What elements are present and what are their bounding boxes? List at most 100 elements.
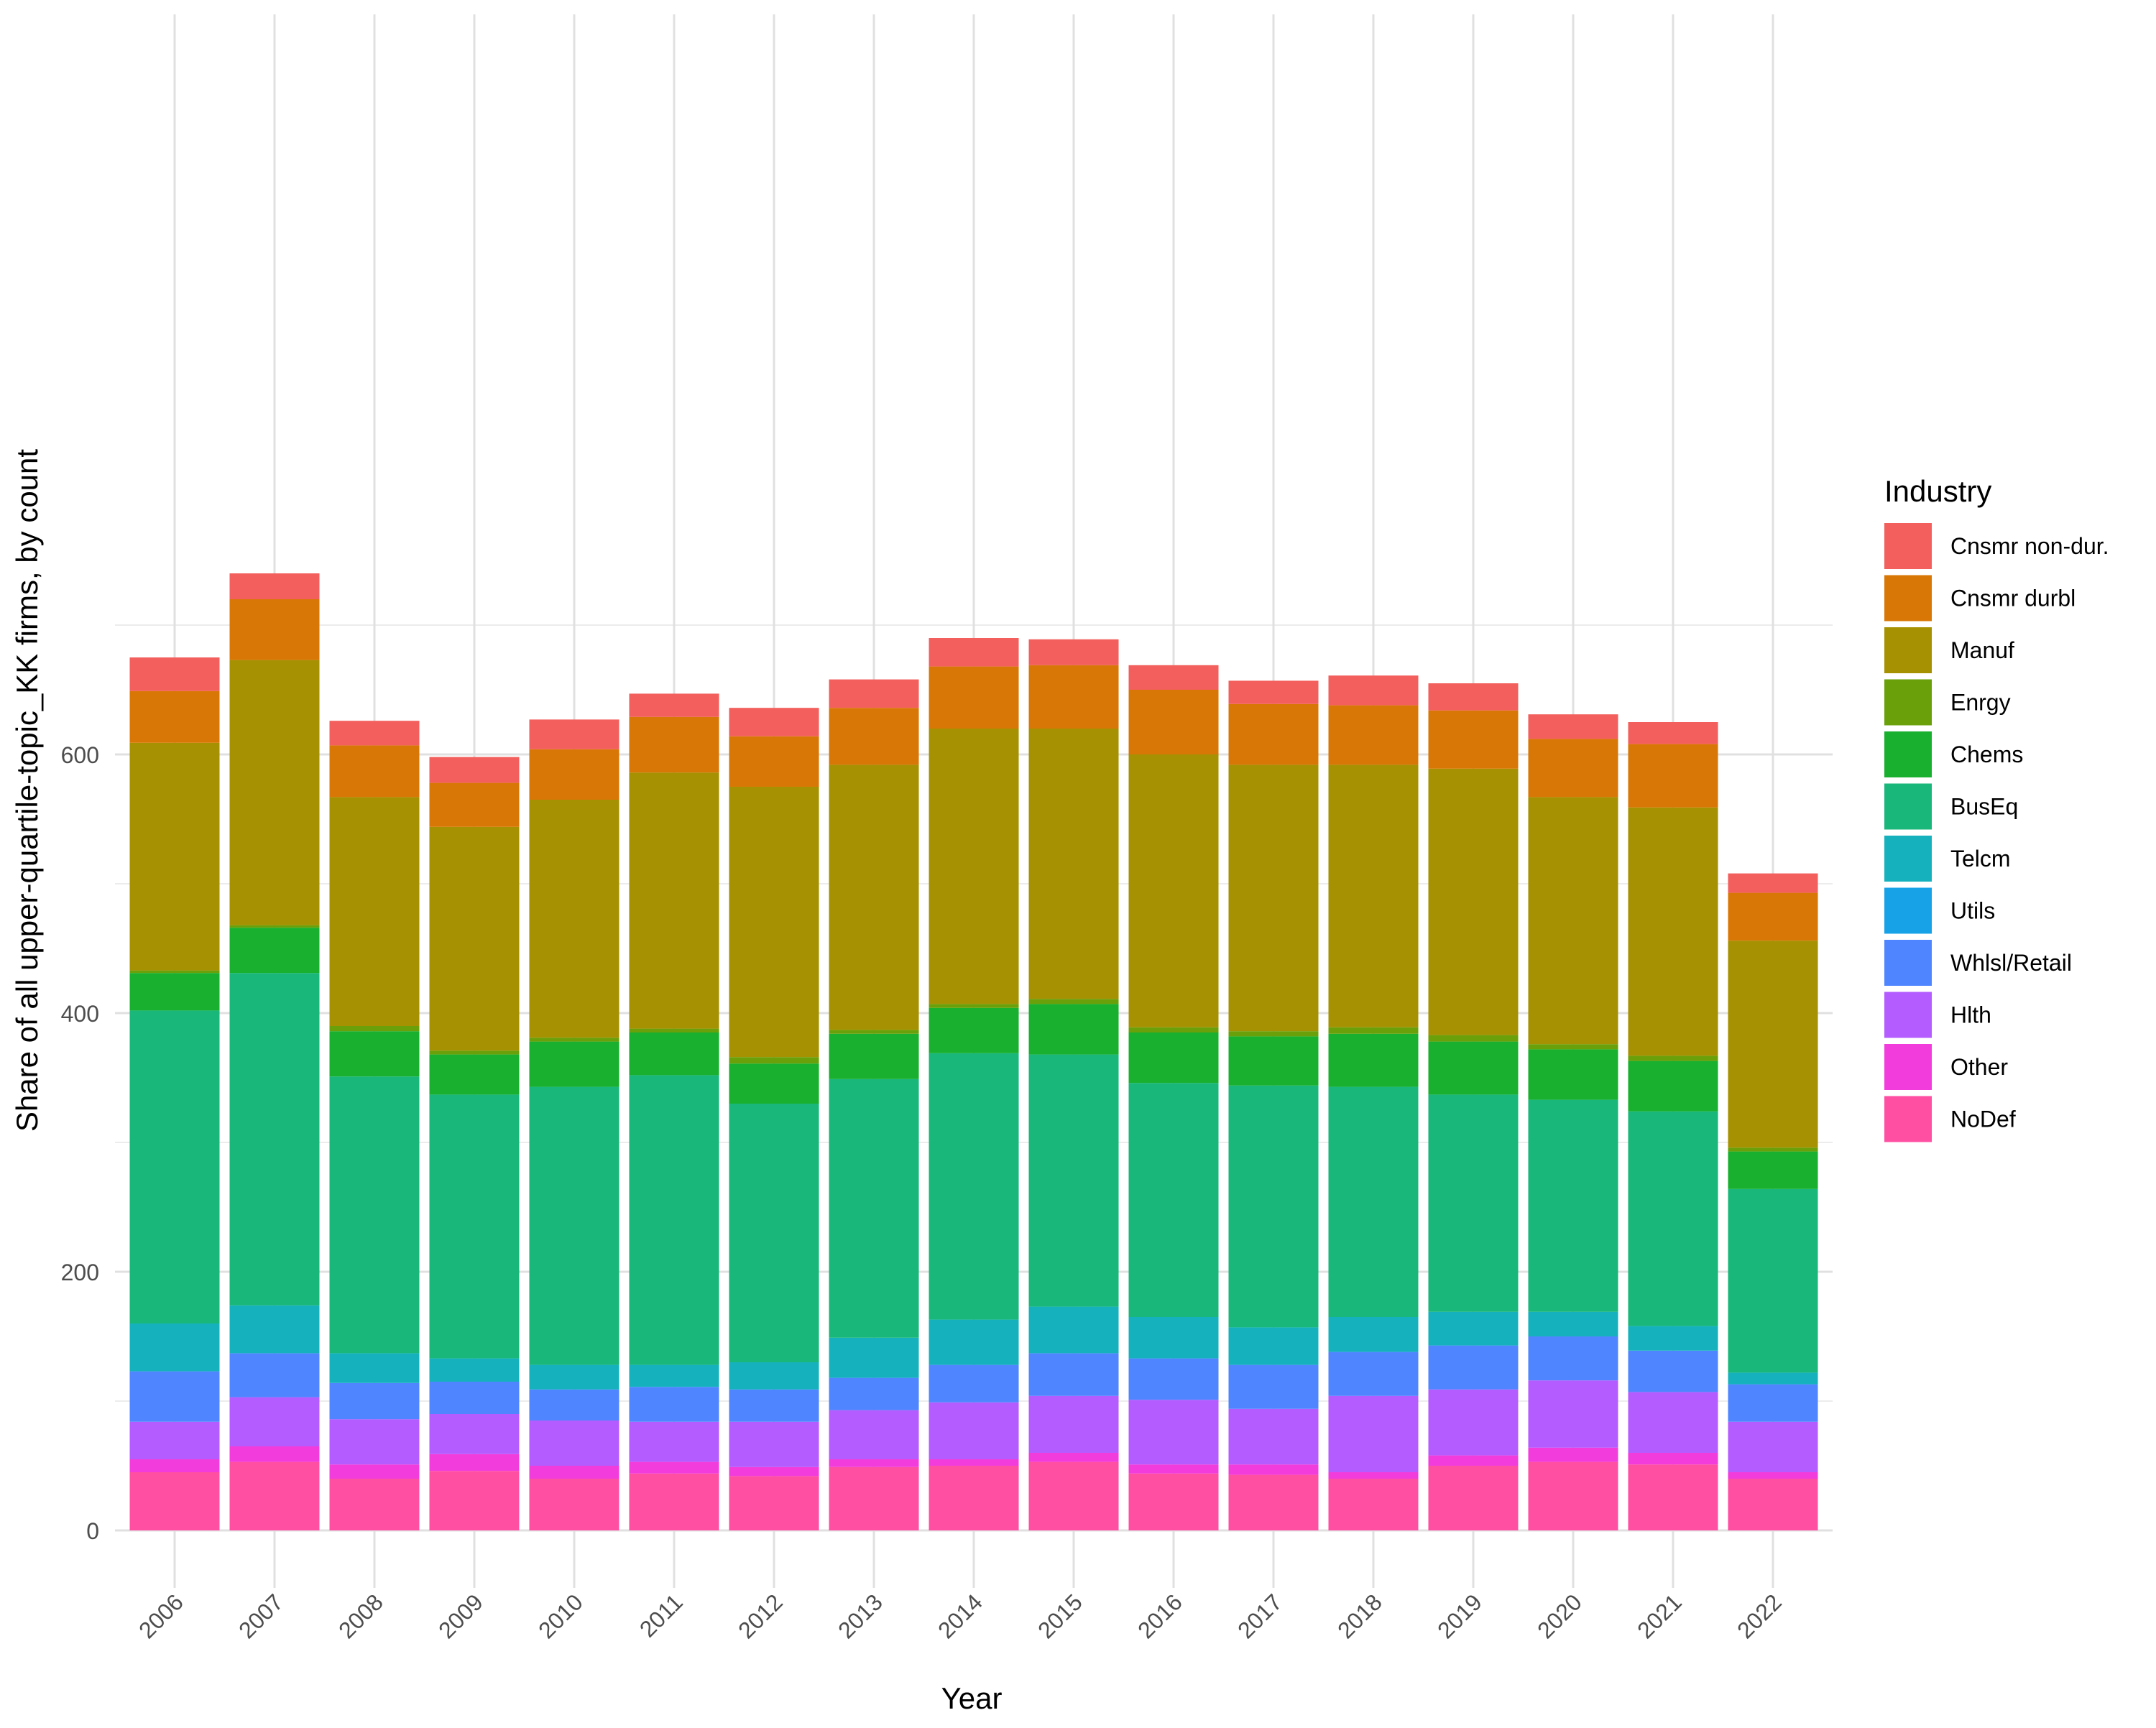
legend-key <box>1884 627 1932 673</box>
bar-segment <box>1028 665 1119 729</box>
bar-segment <box>229 928 320 974</box>
legend-key <box>1884 783 1932 830</box>
bar-segment <box>1028 1395 1119 1453</box>
bar-segment <box>429 1382 520 1414</box>
x-tick-label: 2017 <box>1233 1589 1287 1643</box>
bar-segment <box>329 1076 420 1354</box>
legend-key <box>1884 575 1932 622</box>
bar-segment <box>1528 1380 1618 1448</box>
bar-segment <box>929 638 1019 667</box>
bar-segment <box>1428 683 1519 711</box>
bar-segment <box>1128 1032 1219 1084</box>
bar-segment <box>1228 1364 1319 1409</box>
bar-segment <box>1728 1147 1818 1152</box>
bar-segment <box>1228 1031 1319 1037</box>
bar-segment <box>629 1028 719 1032</box>
bar-segment <box>629 1364 719 1387</box>
bar-segment <box>829 708 919 765</box>
x-tick-label: 2013 <box>833 1589 888 1643</box>
bar-segment <box>729 736 819 787</box>
bar-segment <box>1728 941 1818 1148</box>
bar-segment <box>729 1421 819 1467</box>
bar-segment <box>729 1466 819 1477</box>
bar-segment <box>429 757 520 783</box>
bar-segment <box>129 973 220 1011</box>
bar-segment <box>529 719 619 749</box>
legend-title: Industry <box>1884 474 1991 508</box>
bar-segment <box>829 764 919 1030</box>
bar-segment <box>1728 1472 1818 1479</box>
legend-label: Whlsl/Retail <box>1950 950 2072 976</box>
legend-label: Manuf <box>1950 637 2014 663</box>
bar-segment <box>729 1476 819 1530</box>
y-tick-label: 400 <box>61 1001 99 1027</box>
legend-label: Utils <box>1950 898 1995 924</box>
bar-segment <box>1428 710 1519 769</box>
x-tick-label: 2019 <box>1432 1589 1487 1643</box>
x-tick-label: 2021 <box>1632 1589 1687 1643</box>
bar-segment <box>1528 739 1618 798</box>
bars-layer <box>129 573 1818 1530</box>
bar-segment <box>329 1464 420 1479</box>
bar-segment <box>829 1033 919 1079</box>
y-tick-label: 600 <box>61 742 99 768</box>
legend-key <box>1884 1044 1932 1090</box>
bar-segment <box>1028 639 1119 665</box>
legend: Industry Cnsmr non-dur. Cnsmr durbl Manuf E… <box>1884 474 2109 1142</box>
y-tick-label: 0 <box>86 1518 99 1544</box>
bar-segment <box>1328 1479 1419 1530</box>
bar-segment <box>429 826 520 1051</box>
bar-segment <box>1128 1317 1219 1359</box>
bar-segment <box>1028 1461 1119 1530</box>
bar-segment <box>129 1472 220 1530</box>
bar-segment <box>829 679 919 708</box>
bar-segment <box>1528 797 1618 1045</box>
bar-segment <box>929 1004 1019 1008</box>
bar-segment <box>1328 1395 1419 1472</box>
bar-segment <box>1128 665 1219 690</box>
x-tick-label: 2014 <box>933 1589 987 1643</box>
bar-segment <box>829 1030 919 1034</box>
bar-segment <box>1528 1461 1618 1530</box>
bar-segment <box>1128 1464 1219 1474</box>
bar-segment <box>429 1414 520 1454</box>
bar-segment <box>129 1323 220 1372</box>
bar-segment <box>1028 1453 1119 1462</box>
bar-segment <box>329 1031 420 1077</box>
bar-segment <box>1228 1408 1319 1465</box>
bar-segment <box>1428 1035 1519 1042</box>
bar-segment <box>129 1421 220 1459</box>
bar-segment <box>329 797 420 1026</box>
bar-segment <box>1128 1083 1219 1317</box>
x-tick-label: 2012 <box>733 1589 788 1643</box>
bar-segment <box>1728 1479 1818 1530</box>
bar-segment <box>729 1063 819 1104</box>
y-tick-label: 200 <box>61 1260 99 1285</box>
bar-segment <box>1328 705 1419 765</box>
bar-segment <box>1028 999 1119 1004</box>
bar-segment <box>829 1459 919 1467</box>
legend-key <box>1884 836 1932 882</box>
bar-segment <box>529 1364 619 1390</box>
bar-segment <box>1728 1421 1818 1472</box>
bar-segment <box>1628 1392 1718 1453</box>
bar-segment <box>529 1420 619 1466</box>
bar-segment <box>629 1032 719 1076</box>
bar-segment <box>229 1353 320 1397</box>
bar-segment <box>1228 1464 1319 1475</box>
bar-segment <box>1628 1061 1718 1112</box>
legend-label: Chems <box>1950 741 2023 767</box>
bar-segment <box>229 973 320 1306</box>
legend-label: Enrgy <box>1950 690 2011 716</box>
bar-segment <box>329 1353 420 1383</box>
bar-segment <box>1428 1041 1519 1095</box>
bar-segment <box>729 1057 819 1064</box>
bar-segment <box>1028 1054 1119 1307</box>
x-tick-label: 2011 <box>635 1589 688 1642</box>
bar-segment <box>1028 1004 1119 1055</box>
bar-segment <box>1128 1400 1219 1465</box>
bar-segment <box>529 1479 619 1530</box>
legend-key <box>1884 940 1932 986</box>
bar-segment <box>1428 1094 1519 1312</box>
